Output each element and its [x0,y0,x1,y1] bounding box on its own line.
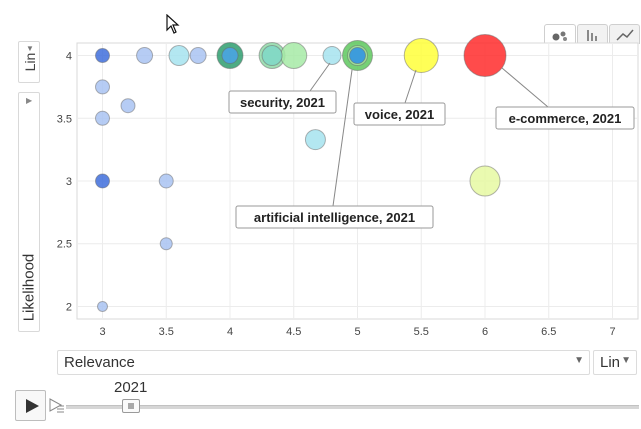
line-chart-tab-icon [616,29,634,41]
chevron-down-icon: ▼ [621,355,631,366]
bubble[interactable] [322,46,342,66]
timeline-year-label: 2021 [114,379,148,396]
bubble[interactable] [189,47,207,65]
y-tick-label: 2 [66,301,72,313]
bubble[interactable] [168,45,190,67]
y-tick-label: 3 [66,176,72,188]
chevron-down-icon: ▼ [26,44,34,53]
chevron-right-icon: ▶ [26,96,33,105]
x-tick-label: 7 [609,326,615,338]
x-tick-label: 4.5 [286,326,301,338]
annotation-label: e-commerce, 2021 [509,111,622,126]
play-icon [26,399,39,413]
bubble[interactable] [95,48,110,64]
x-tick-label: 3 [99,326,105,338]
grip-icon [128,403,134,409]
bar-chart-tab[interactable] [577,24,608,44]
y-axis-collapse-button[interactable]: ▶ Likelihood [18,92,40,332]
x-tick-label: 5 [354,326,360,338]
y-tick-label: 4 [66,51,72,63]
x-tick-label: 3.5 [159,326,174,338]
x-scale-label: Lin [600,354,621,371]
annotation-leader-line [332,69,353,207]
bubble[interactable] [95,79,110,95]
annotation-box [228,90,337,114]
bubble[interactable] [469,165,501,197]
bubble[interactable] [280,42,308,70]
annotation-label: voice, 2021 [365,107,434,122]
annotation-label: artificial intelligence, 2021 [254,210,415,225]
annotation-leader-line [501,67,549,108]
line-chart-tab[interactable] [609,24,640,44]
annotation-box [495,106,635,130]
bar-chart-tab-icon [587,30,597,41]
bubble[interactable] [95,173,110,189]
bubble[interactable] [349,47,366,65]
bubble[interactable] [158,173,174,189]
chevron-down-icon: ▼ [574,355,584,366]
bubble[interactable] [221,47,239,65]
play-button[interactable] [15,390,46,421]
bubble[interactable] [97,300,108,312]
x-scale-selector[interactable]: Lin ▼ [593,350,637,375]
timeline-slider-handle[interactable] [122,399,140,413]
bubble-chart-tab-icon [552,31,567,41]
y-tick-label: 3.5 [57,113,72,125]
bubble[interactable] [95,110,110,126]
bubble[interactable] [304,129,326,151]
x-tick-label: 5.5 [414,326,429,338]
playback-speed-icon[interactable] [49,394,65,416]
x-tick-label: 4 [227,326,233,338]
x-tick-label: 6 [482,326,488,338]
annotation-leader-line [404,69,417,104]
bubble[interactable] [463,34,507,78]
bubble[interactable] [261,45,283,67]
timeline-track[interactable] [66,405,639,409]
annotation-leader-line [309,62,331,92]
x-axis-selector[interactable]: Relevance ▼ [57,350,590,375]
mouse-cursor-icon [166,14,180,34]
bubble[interactable] [136,47,154,65]
annotation-label: security, 2021 [240,95,325,110]
bubble[interactable] [120,98,136,114]
y-tick-label: 2.5 [57,239,72,251]
y-scale-selector[interactable]: Lin ▼ [18,41,40,83]
bubble[interactable] [403,38,439,74]
x-tick-label: 6.5 [541,326,556,338]
annotation-box [353,102,446,126]
bubble[interactable] [159,237,173,251]
x-axis-selector-value: Relevance [64,354,135,371]
annotation-box [235,205,434,229]
bubble-chart-tab[interactable] [544,24,576,44]
